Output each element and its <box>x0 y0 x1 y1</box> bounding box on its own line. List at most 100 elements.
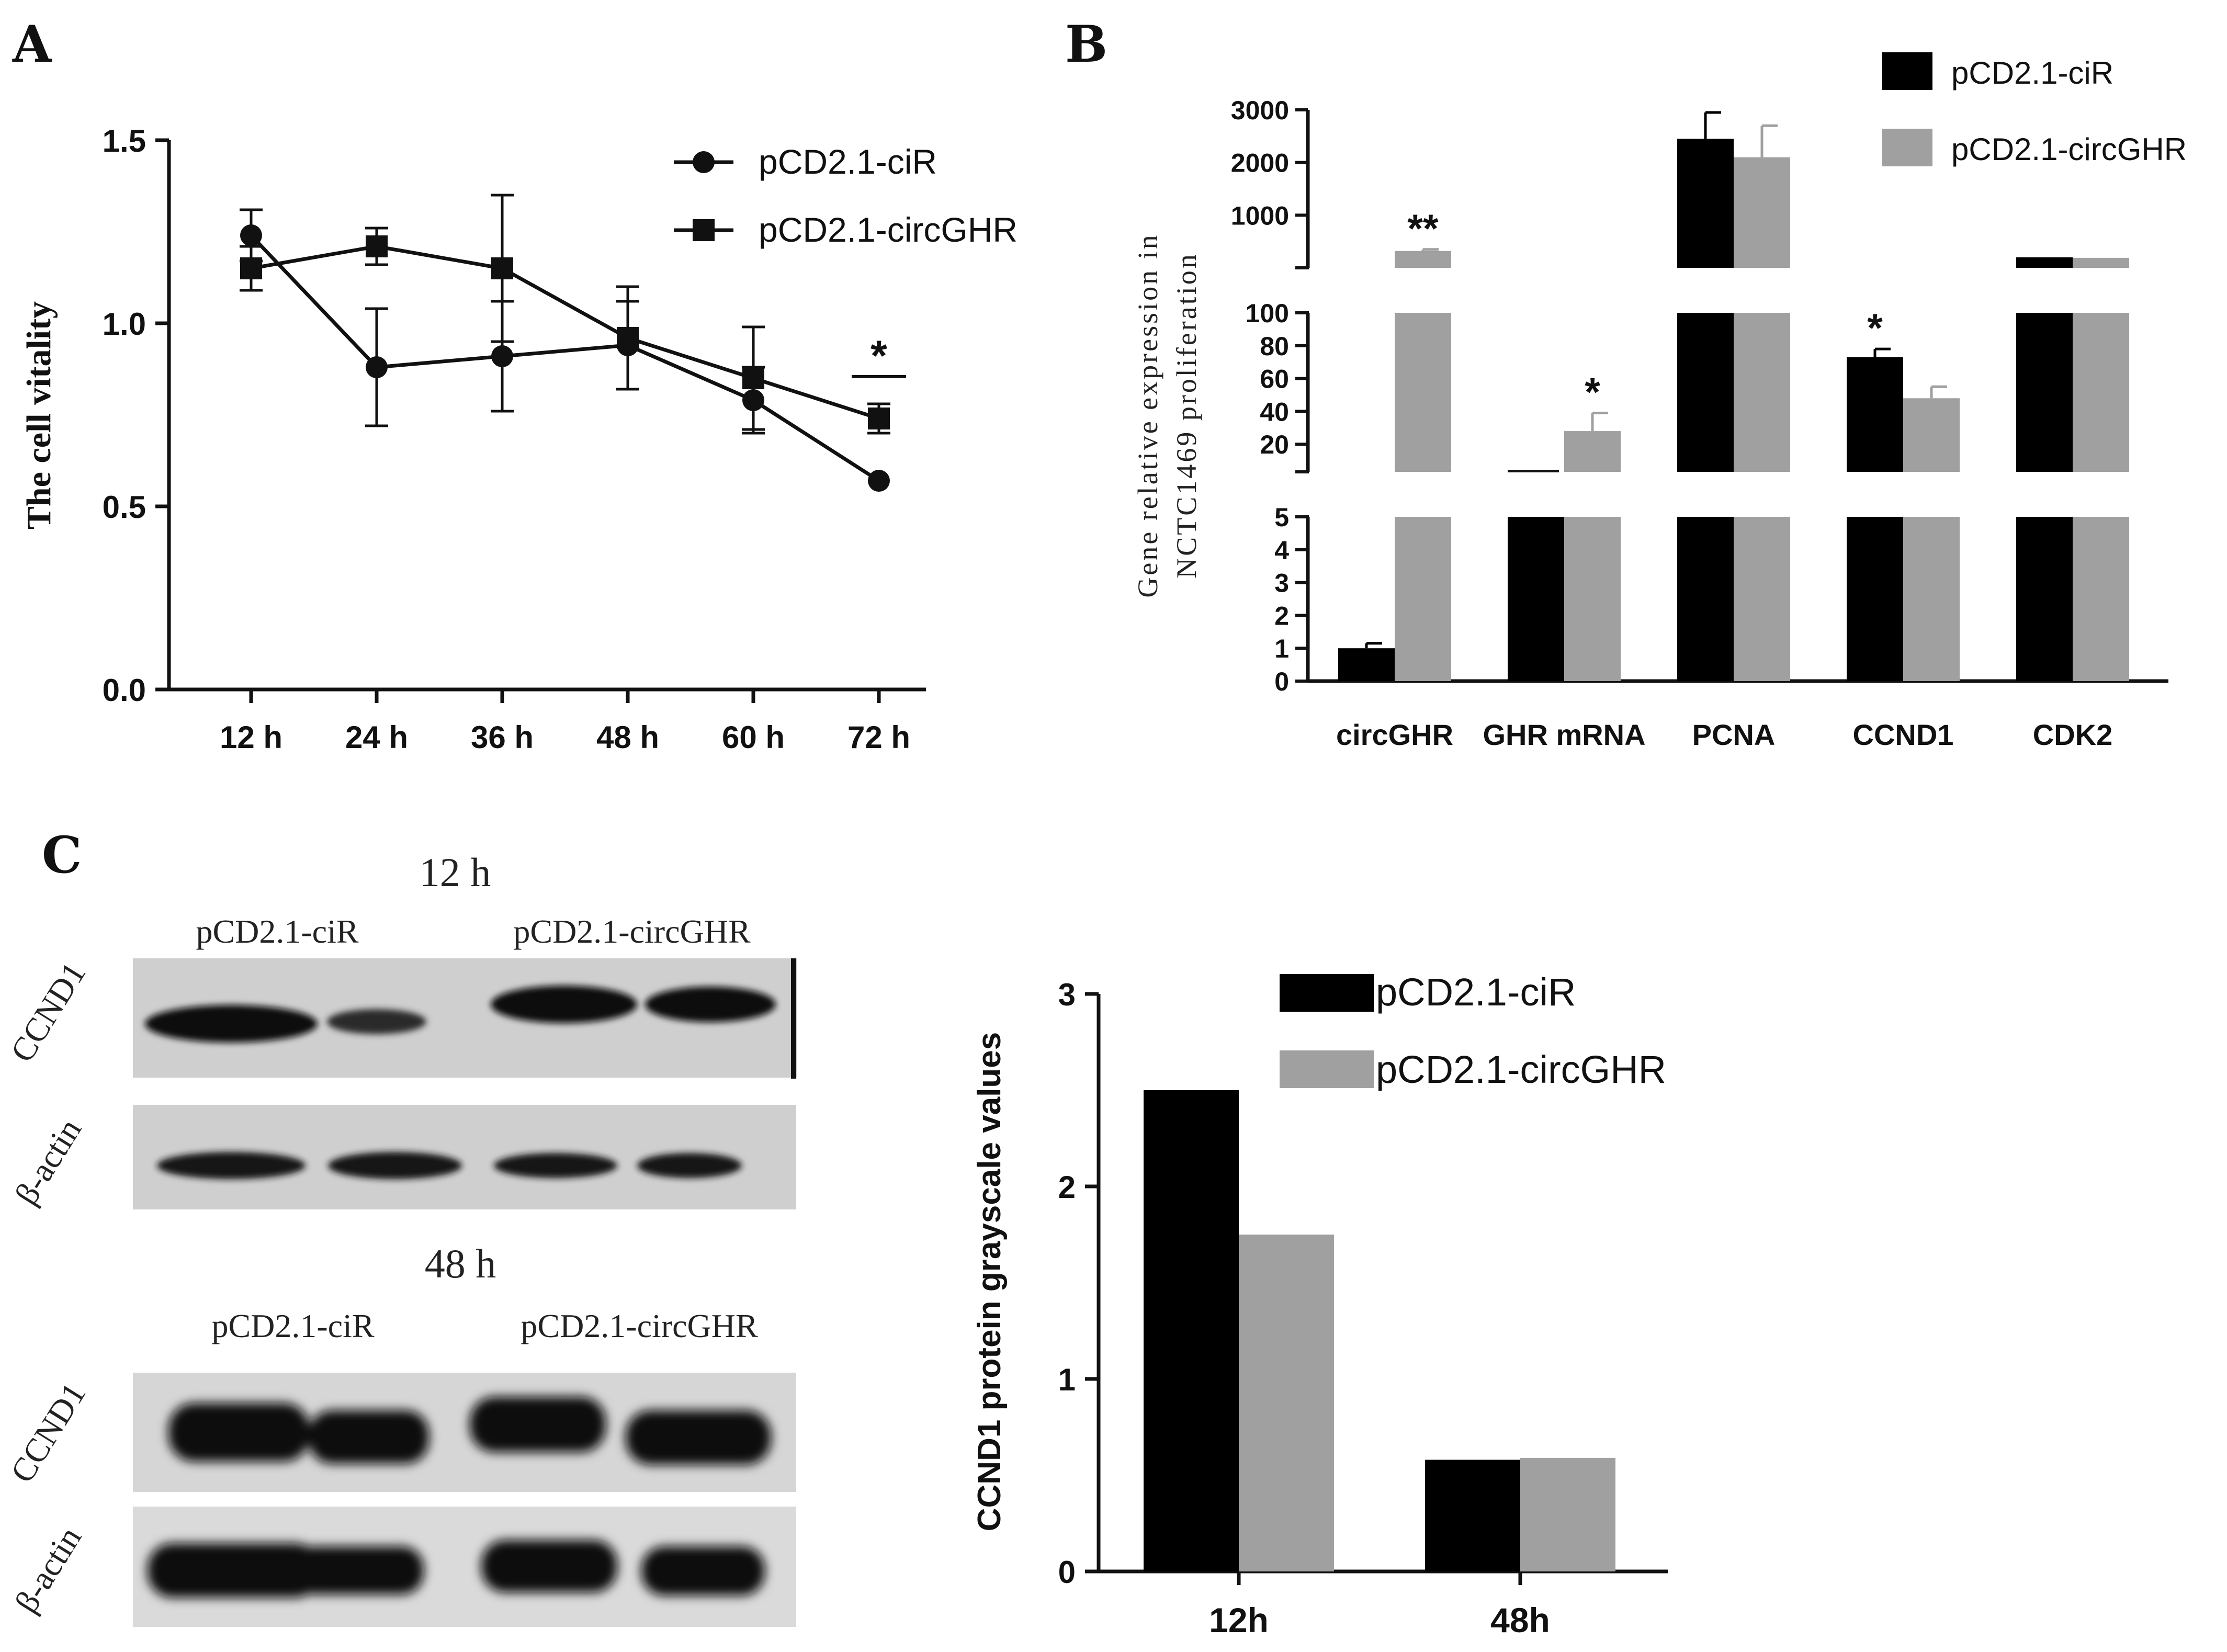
blot-row-actin-12h: β-actin <box>7 1112 88 1211</box>
bar-circGHR-b <box>1564 517 1621 681</box>
bar-ciR-b <box>1677 517 1734 681</box>
y-tick-label-c: 3 <box>1058 977 1076 1012</box>
y-tick-label-c: 0 <box>1058 1555 1076 1590</box>
blot-band <box>327 1009 426 1034</box>
bar-circGHR-b <box>1903 398 1960 472</box>
bar-circGHR-b <box>2073 257 2129 268</box>
x-tick-label-a: 24 h <box>345 720 408 755</box>
annotations-b: **** <box>1407 207 1883 415</box>
data-point-ciR <box>240 224 262 246</box>
legend-a: pCD2.1-ciR pCD2.1-circGHR <box>674 142 1018 249</box>
y-tick-label-b: 5 <box>1274 503 1289 532</box>
bar-circGHR-b <box>2073 313 2129 472</box>
bar-ciR-b <box>1677 313 1734 472</box>
y-tick-label-b: 40 <box>1260 397 1289 426</box>
significance-star-a: * <box>871 332 887 380</box>
panel-c-western-blot: C 12 h pCD2.1-ciR pCD2.1-circGHR CCND1 <box>3 825 797 1627</box>
legend-label-circGHR-a: pCD2.1-circGHR <box>759 210 1018 249</box>
blot-band <box>309 1410 429 1464</box>
y-ticks-a: 0.0 0.5 1.0 1.5 <box>103 123 169 708</box>
legend-label-circGHR-c: pCD2.1-circGHR <box>1376 1048 1666 1091</box>
panel-c-bar-chart: CCND1 protein grayscale values 0 1 2 3 12h 4… <box>971 970 1668 1639</box>
blot-strip-actin-48h <box>133 1507 796 1627</box>
blot-strip-actin-12h <box>133 1105 796 1209</box>
legend-c: pCD2.1-ciR pCD2.1-circGHR <box>1280 970 1666 1091</box>
panel-letter-a: A <box>12 15 52 74</box>
y-axis-label-b-line1: Gene relative expression in <box>1132 233 1163 597</box>
data-point-circGHR <box>868 408 890 429</box>
y-tick-label-c: 1 <box>1058 1362 1076 1397</box>
bars-b <box>1338 111 2129 681</box>
blot-strip-ccnd1-12h <box>133 958 797 1079</box>
bar-circGHR-b <box>1734 517 1790 681</box>
legend-swatch-ciR-c <box>1280 974 1374 1012</box>
y-tick-label-a: 0.0 <box>103 673 146 708</box>
blot-row-ccnd1-12h: CCND1 <box>3 956 93 1069</box>
x-tick-label-a: 36 h <box>471 720 534 755</box>
blot-band <box>470 1397 606 1452</box>
blot-band <box>168 1403 310 1462</box>
data-point-ciR <box>491 345 513 367</box>
blot-bands <box>168 1397 771 1465</box>
y-axis-label-a: The cell vitality <box>20 301 58 529</box>
x-tick-label-a: 60 h <box>722 720 785 755</box>
x-tick-label-b: CDK2 <box>2033 718 2112 751</box>
panel-letter-c: C <box>42 825 82 885</box>
y-axis-label-c: CCND1 protein grayscale values <box>971 1032 1008 1532</box>
blot-band <box>293 1546 424 1594</box>
y-axis-label-b: Gene relative expression in NCTC1469 pro… <box>1132 233 1202 597</box>
blot-bands <box>148 1540 765 1598</box>
significance-star-b: * <box>1585 370 1600 415</box>
blot-group-circGHR-48h: pCD2.1-circGHR <box>521 1307 758 1344</box>
y-tick-label-b: 0 <box>1274 667 1289 696</box>
bar-ciR-c <box>1144 1090 1239 1571</box>
blot-time-48h: 48 h <box>425 1241 496 1286</box>
bars-c <box>1144 1090 1615 1571</box>
y-tick-label-c: 2 <box>1058 1170 1076 1205</box>
blot-band <box>641 1546 765 1596</box>
y-tick-label-b: 20 <box>1260 430 1289 459</box>
x-tick-label-c: 48h <box>1490 1601 1550 1639</box>
x-ticks-a: 12 h 24 h 36 h 48 h 60 h 72 h <box>220 689 910 755</box>
bar-ciR-b <box>2016 257 2073 268</box>
blot-row-ccnd1-48h: CCND1 <box>3 1376 93 1489</box>
bar-circGHR-b <box>1395 313 1451 472</box>
x-tick-label-c: 12h <box>1209 1601 1269 1639</box>
significance-star-b: ** <box>1407 207 1439 251</box>
bar-circGHR-b <box>1395 251 1451 268</box>
legend-label-ciR-c: pCD2.1-ciR <box>1376 970 1576 1014</box>
blot-strip-ccnd1-48h <box>133 1373 796 1492</box>
panel-letter-b: B <box>1065 15 1107 74</box>
blot-time-12h: 12 h <box>420 850 491 895</box>
y-tick-label-b: 1 <box>1274 634 1289 663</box>
blot-band <box>645 987 776 1022</box>
series-line-circGHR <box>251 244 880 421</box>
x-ticks-c: 12h 48h <box>1209 1571 1550 1639</box>
bar-circGHR-b <box>1734 313 1790 472</box>
blot-band <box>494 1153 617 1178</box>
y-tick-label-b: 3 <box>1274 569 1289 598</box>
data-point-circGHR <box>617 327 639 349</box>
bar-circGHR-b <box>1395 517 1451 681</box>
legend-swatch-circGHR-b <box>1882 129 1932 166</box>
blot-band <box>491 986 637 1023</box>
legend-marker-circle <box>693 151 715 173</box>
y-tick-label-b: 100 <box>1246 299 1289 328</box>
x-tick-label-b: PCNA <box>1692 718 1776 751</box>
bar-ciR-c <box>1425 1459 1520 1571</box>
panel-a-line-chart: A The cell vitality 0.0 0.5 1.0 1.5 12 h 24 … <box>12 15 1018 755</box>
blot-band <box>481 1540 617 1592</box>
bar-ciR-b <box>2016 517 2073 681</box>
bar-ciR-b <box>1847 357 1903 472</box>
x-ticks-b: circGHR GHR mRNA PCNA CCND1 CDK2 <box>1336 718 2112 751</box>
bar-ciR-b <box>2016 313 2073 472</box>
y-tick-label-b: 60 <box>1260 365 1289 394</box>
legend-swatch-ciR-b <box>1882 52 1932 90</box>
significance-star-b: * <box>1867 306 1883 350</box>
data-point-circGHR <box>742 367 764 389</box>
blot-group-ciR-12h: pCD2.1-ciR <box>196 913 358 950</box>
x-tick-label-a: 48 h <box>596 720 659 755</box>
blot-row-actin-48h: β-actin <box>7 1520 88 1619</box>
blot-band <box>328 1152 462 1179</box>
x-tick-label-b: GHR mRNA <box>1483 718 1645 751</box>
